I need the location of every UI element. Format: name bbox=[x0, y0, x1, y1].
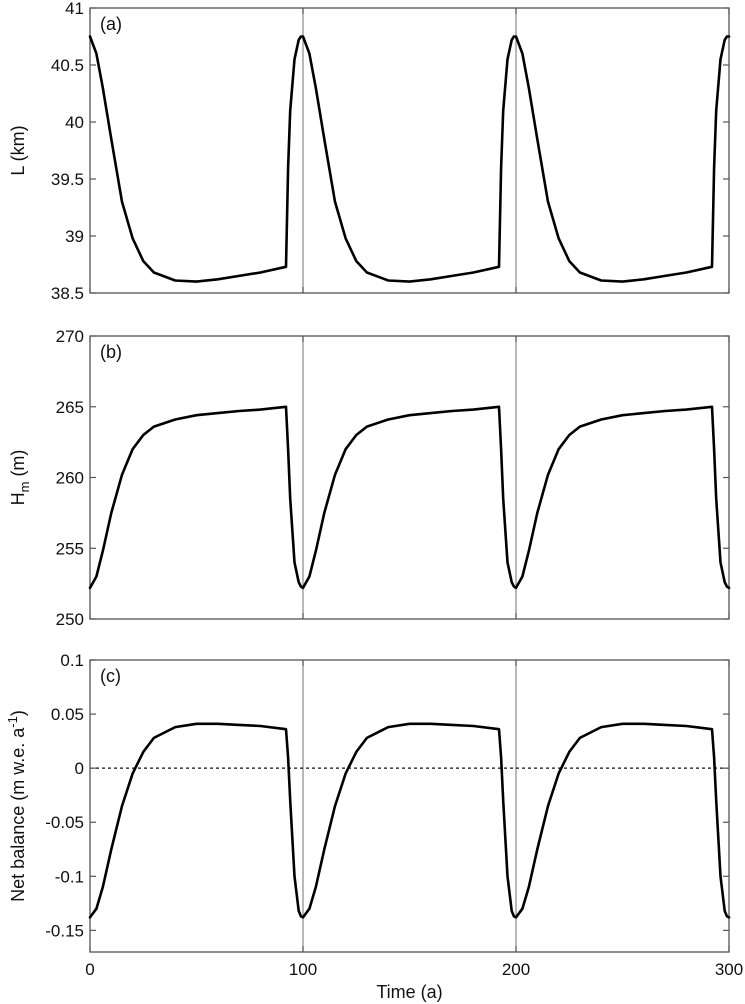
series-line bbox=[88, 722, 731, 919]
x-tick-label: 100 bbox=[289, 960, 317, 979]
panel-b: 270 265 260 255 250 (b) Hm​ (m) bbox=[8, 327, 731, 629]
panel-label: (c) bbox=[100, 666, 121, 686]
x-tick-label: 200 bbox=[502, 960, 530, 979]
panel-label: (b) bbox=[100, 342, 122, 362]
axes-frame bbox=[89, 659, 730, 953]
axes-frame bbox=[89, 335, 730, 620]
y-axis-label-rest: (m) bbox=[8, 450, 28, 482]
y-tick-label: -0.05 bbox=[45, 813, 84, 832]
y-axis-label: L (km) bbox=[8, 125, 28, 175]
y-tick-label: 39.5 bbox=[51, 170, 84, 189]
y-axis-label-main: L (km) bbox=[8, 125, 28, 175]
y-axis-label: Hm​ (m) bbox=[8, 450, 32, 506]
y-tick-label: 0.1 bbox=[60, 651, 84, 670]
y-tick-label: -0.15 bbox=[45, 921, 84, 940]
y-tick-label: 265 bbox=[56, 398, 84, 417]
x-tick-label: 0 bbox=[85, 960, 94, 979]
y-tick-label: 41 bbox=[65, 0, 84, 18]
x-tick-label: 300 bbox=[715, 960, 743, 979]
y-tick-label: 39 bbox=[65, 227, 84, 246]
series-line bbox=[88, 35, 731, 283]
y-axis-label-sub: m bbox=[17, 482, 32, 493]
y-axis-label-sup: -1 bbox=[5, 716, 20, 728]
y-tick-label: 255 bbox=[56, 539, 84, 558]
y-tick-label: 38.5 bbox=[51, 284, 84, 303]
axes-frame bbox=[89, 7, 730, 294]
y-tick-label: -0.1 bbox=[55, 867, 84, 886]
panel-a: 41 40.5 40 39.5 39 38.5 (a) L (km) bbox=[8, 0, 731, 303]
y-axis-label-main: Net balance (m w.e. a bbox=[8, 727, 28, 902]
y-tick-label: 0 bbox=[75, 759, 84, 778]
y-tick-label: 270 bbox=[56, 327, 84, 346]
panel-c: 0.1 0.05 0 -0.05 -0.1 -0.15 0 100 200 300 Time (a)… bbox=[5, 651, 743, 1002]
panel-label: (a) bbox=[100, 14, 122, 34]
y-tick-label: 0.05 bbox=[51, 705, 84, 724]
y-tick-label: 40.5 bbox=[51, 56, 84, 75]
y-tick-label: 40 bbox=[65, 113, 84, 132]
series-line bbox=[88, 405, 731, 590]
y-axis-label-tail: ) bbox=[8, 710, 28, 716]
y-tick-label: 250 bbox=[56, 610, 84, 629]
y-axis-label: Net balance (m w.e. a-1​) bbox=[5, 710, 28, 902]
x-axis-label: Time (a) bbox=[376, 982, 442, 1002]
y-axis-label-main: H bbox=[8, 492, 28, 505]
y-tick-label: 260 bbox=[56, 469, 84, 488]
